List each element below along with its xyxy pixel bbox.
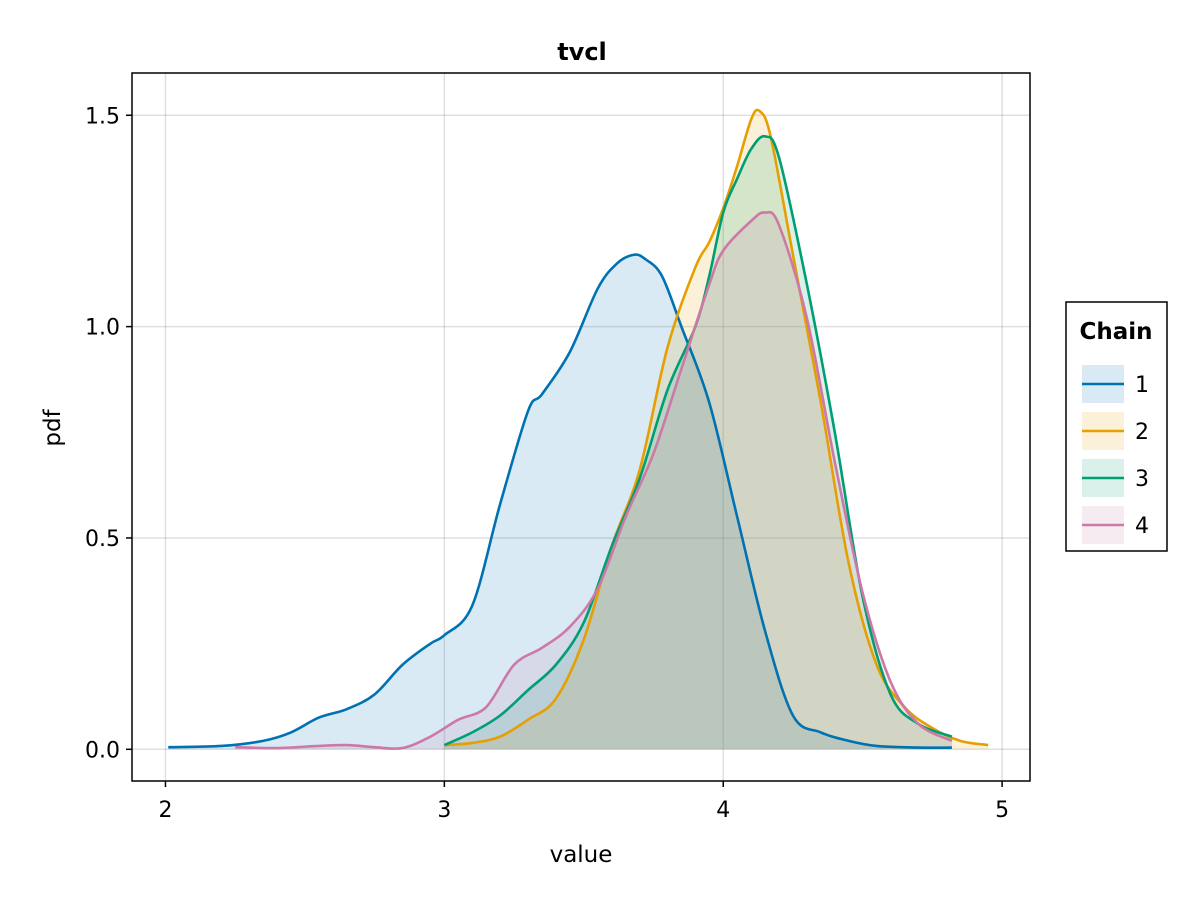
legend-box: [1065, 301, 1168, 552]
y-tick-label: 0.0: [85, 738, 120, 763]
x-tick-label: 3: [437, 798, 451, 823]
density-fill-chain-3: [444, 136, 952, 750]
legend-title: Chain: [1079, 319, 1152, 345]
y-tick-label: 1.5: [85, 104, 120, 129]
plot-frame: [131, 72, 1031, 782]
x-tick-label: 4: [716, 798, 730, 823]
density-fill-chain-4: [235, 212, 952, 750]
density-fill-chain-1: [168, 254, 952, 750]
y-tick-label: 1.0: [85, 316, 120, 341]
grid-lines: [132, 73, 1030, 781]
legend-label-chain-2: 2: [1135, 420, 1149, 445]
y-axis-label: pdf: [40, 408, 66, 446]
density-line-chain-2: [444, 108, 989, 747]
x-tick-label: 5: [995, 798, 1009, 823]
y-axis-ticks: 0.0 0.5 1.0 1.5: [85, 104, 132, 763]
legend-items: 1 2 3 4: [1082, 365, 1149, 544]
x-axis-label: value: [550, 842, 613, 868]
legend: Chain 1 2 3 4: [1065, 301, 1168, 552]
legend-label-chain-4: 4: [1135, 514, 1149, 539]
density-line-chain-3: [443, 134, 953, 747]
legend-label-chain-3: 3: [1135, 467, 1149, 492]
density-line-chain-1: [168, 253, 952, 750]
density-line-chain-4: [235, 210, 953, 751]
y-tick-label: 0.5: [85, 527, 120, 552]
density-lines: [168, 108, 989, 751]
x-axis-ticks: 2 3 4 5: [158, 781, 1009, 823]
legend-label-chain-1: 1: [1135, 373, 1149, 398]
chart-title: tvcl: [557, 38, 607, 66]
x-tick-label: 2: [158, 798, 172, 823]
